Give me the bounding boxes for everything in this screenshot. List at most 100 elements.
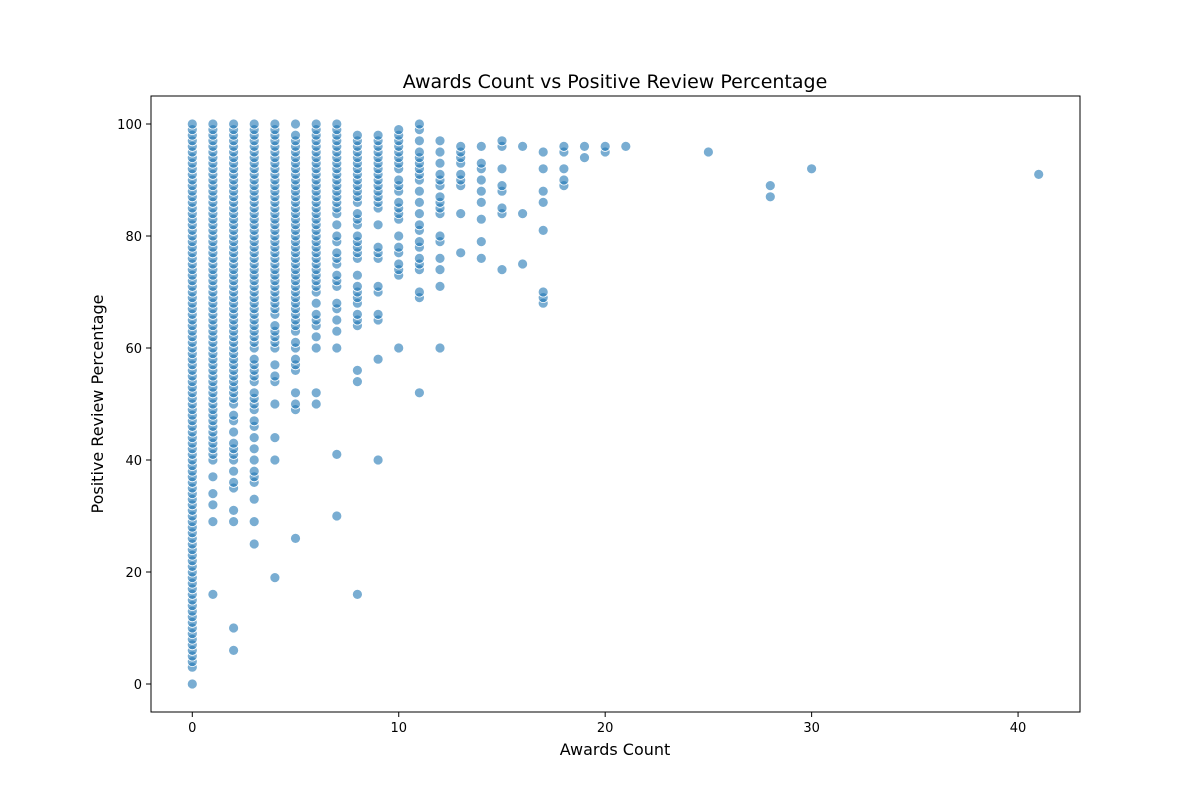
scatter-point xyxy=(269,398,281,410)
scatter-point xyxy=(351,280,363,292)
scatter-point xyxy=(290,118,301,130)
scatter-point xyxy=(413,185,425,197)
x-tick-label: 40 xyxy=(1010,721,1027,736)
scatter-point xyxy=(475,157,487,169)
scatter-point xyxy=(331,314,343,326)
scatter-point xyxy=(537,224,549,236)
scatter-point xyxy=(207,471,219,483)
scatter-point xyxy=(372,353,384,365)
plot-frame xyxy=(150,95,1081,713)
scatter-point xyxy=(517,208,528,220)
y-tick-label: 40 xyxy=(125,454,142,469)
scatter-point xyxy=(455,247,467,259)
scatter-point xyxy=(269,320,281,332)
scatter-point xyxy=(228,516,240,527)
scatter-point xyxy=(558,163,570,175)
scatter-point xyxy=(620,140,632,152)
scatter-point xyxy=(228,504,240,516)
scatter-point xyxy=(269,118,281,130)
scatter-point xyxy=(558,174,570,186)
scatter-point xyxy=(413,219,425,231)
points-layer xyxy=(186,118,1045,690)
scatter-point xyxy=(537,146,549,158)
scatter-point xyxy=(496,202,508,214)
scatter-point xyxy=(558,140,570,152)
x-tick-label: 10 xyxy=(390,721,407,736)
scatter-point xyxy=(434,191,446,203)
x-axis-label: Awards Count xyxy=(560,740,671,759)
scatter-point xyxy=(186,678,198,690)
scatter-point xyxy=(496,180,508,192)
scatter-point xyxy=(290,398,301,410)
scatter-point xyxy=(331,118,343,130)
x-tick-label: 30 xyxy=(803,721,820,736)
y-axis-label: Positive Review Percentage xyxy=(88,295,107,514)
scatter-point xyxy=(351,308,363,320)
scatter-point xyxy=(393,258,405,270)
scatter-point xyxy=(517,258,528,270)
scatter-point xyxy=(537,286,549,298)
scatter-point xyxy=(290,353,301,365)
scatter-point xyxy=(434,252,446,264)
scatter-point xyxy=(269,432,281,444)
scatter-point xyxy=(475,185,487,197)
scatter-point xyxy=(331,247,343,259)
scatter-point xyxy=(599,140,611,152)
scatter-point xyxy=(310,387,322,399)
scatter-point xyxy=(269,572,281,583)
scatter-point xyxy=(434,135,446,147)
scatter-point xyxy=(475,252,487,264)
scatter-point xyxy=(248,353,260,365)
scatter-point xyxy=(248,454,260,466)
scatter-point xyxy=(434,342,446,354)
scatter-point xyxy=(290,533,301,544)
scatter-point xyxy=(331,448,343,460)
y-tick-label: 100 xyxy=(117,118,142,133)
scatter-point xyxy=(475,196,487,208)
scatter-point xyxy=(351,230,363,242)
y-tick-label: 0 xyxy=(134,678,142,693)
scatter-point xyxy=(579,152,590,164)
scatter-point xyxy=(1033,168,1045,180)
scatter-point xyxy=(351,589,363,600)
scatter-point xyxy=(434,168,446,180)
scatter-point xyxy=(393,124,405,136)
scatter-point xyxy=(475,140,487,152)
scatter-point xyxy=(310,342,322,354)
scatter-point xyxy=(331,342,343,354)
scatter-point xyxy=(248,432,260,444)
y-tick-label: 60 xyxy=(125,342,142,357)
scatter-point xyxy=(207,516,219,527)
scatter-point xyxy=(413,135,425,147)
scatter-point xyxy=(475,236,487,248)
scatter-point xyxy=(413,118,425,130)
scatter-point xyxy=(434,157,446,169)
scatter-point xyxy=(207,589,219,600)
scatter-point xyxy=(764,180,776,192)
scatter-point xyxy=(496,163,508,175)
scatter-point xyxy=(413,208,425,220)
scatter-point xyxy=(455,140,467,152)
scatter-point xyxy=(248,465,260,477)
scatter-point xyxy=(372,219,384,231)
scatter-point xyxy=(269,454,281,466)
scatter-point xyxy=(413,252,425,264)
scatter-point xyxy=(207,118,219,130)
scatter-point xyxy=(434,230,446,242)
y-tick-label: 20 xyxy=(125,566,142,581)
chart-title: Awards Count vs Positive Review Percenta… xyxy=(403,71,828,93)
scatter-point xyxy=(372,241,384,253)
scatter-point xyxy=(186,118,198,130)
scatter-point xyxy=(351,364,363,376)
scatter-point xyxy=(434,280,446,292)
scatter-point xyxy=(207,499,219,511)
scatter-point xyxy=(207,488,219,500)
scatter-point xyxy=(496,264,508,276)
scatter-point xyxy=(310,118,322,130)
scatter-point xyxy=(269,370,281,382)
x-axis: 0 10 20 30 40 xyxy=(188,712,1026,736)
scatter-point xyxy=(537,163,549,175)
scatter-point xyxy=(517,140,528,152)
scatter-point xyxy=(413,146,425,158)
